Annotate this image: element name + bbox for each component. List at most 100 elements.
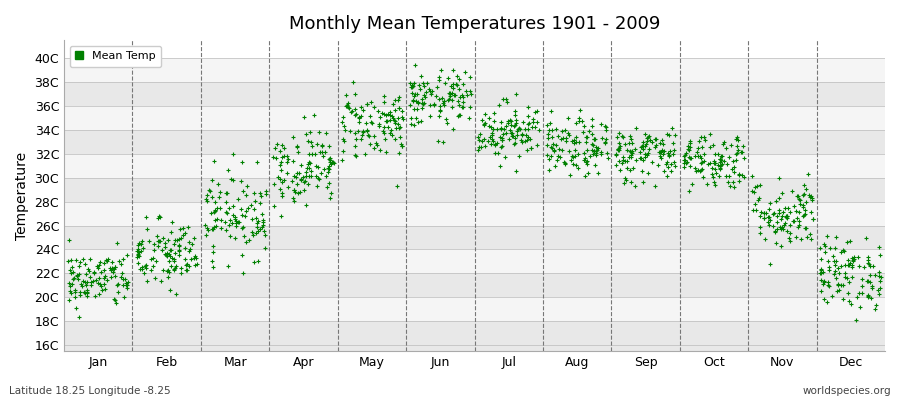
Point (449, 81, 464, 88)
Point (794, 236, 808, 243)
Point (661, 150, 675, 156)
Point (79, 271, 94, 278)
Point (382, 124, 396, 130)
Point (201, 227, 215, 234)
Point (477, 122, 491, 128)
Point (581, 127, 596, 134)
Point (508, 122, 522, 129)
Point (169, 237, 184, 243)
Point (770, 219, 784, 226)
Point (727, 164, 742, 170)
Point (339, 102, 354, 108)
Point (446, 81, 461, 87)
Point (457, 69, 472, 76)
Bar (64, 130, 885, 154)
Point (161, 268, 176, 275)
Point (639, 141, 653, 147)
Point (289, 174, 303, 180)
Point (622, 154, 636, 160)
Point (756, 214, 770, 221)
Point (508, 140, 523, 146)
Point (266, 181, 281, 187)
Point (172, 236, 186, 242)
Point (246, 232, 260, 238)
Point (869, 302, 884, 308)
Point (94, 269, 108, 275)
Point (581, 170, 596, 176)
Point (156, 267, 170, 273)
Point (377, 93, 392, 100)
Point (274, 213, 289, 220)
Point (296, 179, 310, 185)
Point (76, 256, 91, 262)
Point (724, 165, 739, 172)
Point (552, 146, 566, 152)
Point (505, 130, 519, 136)
Point (530, 118, 544, 125)
Point (104, 266, 118, 273)
Point (776, 226, 790, 232)
Point (734, 148, 748, 155)
Point (347, 152, 362, 158)
Point (643, 136, 657, 143)
Point (660, 159, 674, 165)
Point (642, 133, 656, 139)
Point (258, 188, 273, 194)
Point (634, 155, 648, 161)
Point (293, 162, 308, 168)
Point (221, 204, 236, 211)
Point (310, 140, 324, 147)
Point (66, 268, 80, 275)
Point (491, 102, 506, 108)
Point (304, 142, 319, 149)
Point (804, 236, 818, 242)
Point (577, 123, 591, 129)
Point (130, 254, 144, 260)
Point (703, 143, 717, 150)
Point (663, 147, 678, 154)
Point (827, 258, 842, 264)
Point (310, 183, 324, 190)
Point (292, 190, 306, 196)
Point (637, 151, 652, 158)
Point (729, 157, 743, 164)
Point (86, 268, 101, 275)
Point (463, 88, 477, 94)
Point (155, 246, 169, 253)
Point (250, 220, 265, 227)
Point (219, 199, 233, 205)
Point (540, 122, 554, 128)
Point (771, 195, 786, 201)
Point (791, 208, 806, 215)
Point (418, 82, 432, 89)
Point (274, 179, 289, 185)
Point (724, 142, 738, 148)
Point (437, 98, 452, 104)
Point (110, 282, 124, 289)
Point (729, 150, 743, 157)
Point (685, 181, 699, 187)
Point (831, 282, 845, 288)
Point (559, 138, 573, 144)
Point (713, 156, 727, 162)
Point (562, 132, 576, 139)
Y-axis label: Temperature: Temperature (15, 152, 29, 240)
Point (638, 153, 652, 160)
Point (256, 219, 270, 225)
Point (446, 92, 461, 98)
Point (379, 112, 393, 118)
Point (137, 270, 151, 277)
Point (753, 182, 768, 188)
Point (495, 136, 509, 143)
Point (817, 243, 832, 250)
Point (174, 235, 188, 241)
Point (388, 97, 402, 104)
Point (432, 113, 446, 119)
Point (108, 273, 122, 279)
Point (83, 256, 97, 262)
Point (662, 152, 676, 158)
Point (652, 162, 666, 168)
Point (860, 278, 875, 284)
Point (376, 128, 391, 134)
Point (567, 140, 581, 146)
